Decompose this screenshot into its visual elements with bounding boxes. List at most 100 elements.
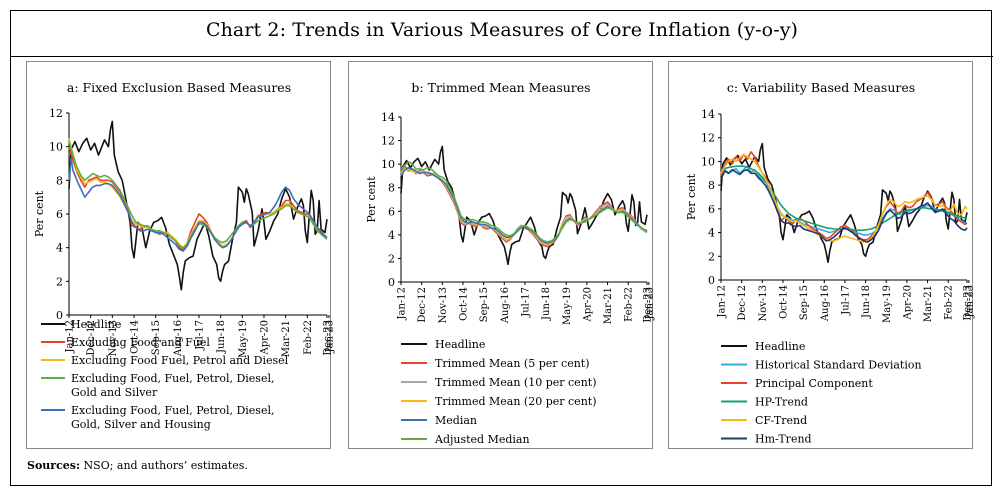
series-line-5 <box>68 157 328 252</box>
panel-b: b: Trimmed Mean Measures Per cent 0 2 4 6 8 10 1… <box>348 61 655 449</box>
y-tick-label: 0 <box>56 309 63 322</box>
x-tick-label: Apr-20 <box>582 287 593 323</box>
y-tick-label: 4 <box>708 227 715 240</box>
legend-label-1: Headline <box>435 338 485 351</box>
series-line-1 <box>720 142 968 263</box>
series-line-2 <box>68 146 328 251</box>
x-tick-label: Feb-22 <box>624 287 635 322</box>
x-tick-label: Jun-18 <box>216 320 227 354</box>
x-tick-label: Mar-21 <box>923 285 934 322</box>
x-tick-label: Jun-18 <box>541 287 552 321</box>
x-tick-label: Apr-20 <box>259 320 270 356</box>
y-tick-label: 0 <box>388 276 395 289</box>
series-line-1 <box>400 145 648 266</box>
legend-label-3: Trimmed Mean (10 per cent) <box>435 376 597 389</box>
x-tick-label: May-19 <box>562 287 573 325</box>
legend-label-6: Hm-Trend <box>755 433 812 446</box>
y-tick-label: 8 <box>708 179 715 192</box>
title-divider <box>11 56 993 57</box>
x-tick-label: Jul-17 <box>840 285 851 316</box>
x-tick-label: Sep-15 <box>479 287 490 322</box>
chart-b-svg: b: Trimmed Mean Measures Per cent 0 2 4 6 8 10 1… <box>365 80 655 446</box>
legend-label-1: Headline <box>71 318 121 331</box>
series-line-4 <box>720 165 968 231</box>
legend-label-2: Trimmed Mean (5 per cent) <box>435 357 590 370</box>
sources-note: Sources: NSO; and authors’ estimates. <box>27 459 248 472</box>
x-tick-label: Jan-23 <box>644 287 655 321</box>
page-title: Chart 2: Trends in Various Measures of C… <box>205 19 799 41</box>
x-tick-label: Jul-17 <box>194 320 205 351</box>
chart-a-svg: a: Fixed Exclusion Based Measures Per cen… <box>33 80 335 431</box>
y-tick-label: 14 <box>381 111 395 124</box>
chart-title: a: Fixed Exclusion Based Measures <box>67 80 291 95</box>
legend-label-4: Trimmed Mean (20 per cent) <box>435 395 597 408</box>
x-tick-label: Jan-12 <box>717 285 728 319</box>
y-tick-label: 2 <box>388 252 395 265</box>
panel-c: c: Variability Based Measures Per cent 0 2 4… <box>668 61 975 449</box>
y-tick-label: 6 <box>388 205 395 218</box>
x-tick-label: Dec-12 <box>86 320 97 356</box>
x-tick-label: Jun-18 <box>861 285 872 319</box>
legend-label-1: Headline <box>755 340 805 353</box>
y-tick-label: 0 <box>708 274 715 287</box>
legend-label-4: Excluding Food, Fuel, Petrol, Diesel, Gol… <box>71 372 274 399</box>
series-line-3 <box>400 166 648 247</box>
x-tick-label: Sep-15 <box>799 285 810 320</box>
y-axis-label: Per cent <box>33 190 46 237</box>
legend-label-5: CF-Trend <box>755 414 807 427</box>
series-line-5 <box>720 153 968 243</box>
x-tick-label: Oct-14 <box>129 320 140 354</box>
x-tick-label: Sep-15 <box>151 320 162 355</box>
chart-title: b: Trimmed Mean Measures <box>411 80 590 95</box>
y-tick-label: 12 <box>381 135 395 148</box>
x-tick-label: Aug-16 <box>500 287 511 324</box>
chart-c-svg: c: Variability Based Measures Per cent 0 2 4… <box>685 80 975 446</box>
series-line-3 <box>68 138 328 249</box>
x-tick-label: May-19 <box>238 320 249 358</box>
y-tick-label: 12 <box>701 132 715 145</box>
x-tick-label: Nov-13 <box>758 285 769 322</box>
series-line-6 <box>720 168 968 243</box>
x-tick-label: Dec-23 <box>323 320 334 356</box>
x-tick-label: Nov-13 <box>438 287 449 324</box>
y-tick-label: 10 <box>381 158 395 171</box>
x-tick-label: Oct-14 <box>778 285 789 319</box>
figure-frame: Chart 2: Trends in Various Measures of C… <box>10 10 993 486</box>
y-axis-label: Per cent <box>365 176 378 223</box>
legend-label-6: Adjusted Median <box>434 433 530 446</box>
chart-title: c: Variability Based Measures <box>727 80 915 95</box>
x-tick-label: Feb-22 <box>303 320 314 355</box>
x-tick-label: Mar-21 <box>281 320 292 357</box>
y-tick-label: 2 <box>708 250 715 263</box>
x-tick-label: Aug-16 <box>173 320 184 357</box>
x-tick-label: Apr-20 <box>902 285 913 321</box>
x-tick-label: Jan-12 <box>397 287 408 321</box>
legend-label-5: Median <box>435 414 477 427</box>
x-tick-label: Nov-13 <box>108 320 119 357</box>
x-tick-label: Feb-22 <box>944 285 955 320</box>
x-tick-label: Aug-16 <box>820 285 831 322</box>
y-tick-label: 12 <box>49 107 63 120</box>
y-tick-label: 6 <box>56 208 63 221</box>
series-line-6 <box>400 161 647 243</box>
legend-label-2: Excluding Food and Fuel <box>71 336 210 349</box>
y-tick-label: 8 <box>388 182 395 195</box>
x-tick-label: Dec-23 <box>963 285 974 321</box>
x-tick-label: Dec-12 <box>737 285 748 321</box>
x-tick-label: May-19 <box>882 285 893 323</box>
x-tick-label: Jul-17 <box>520 287 531 318</box>
y-tick-label: 8 <box>56 174 63 187</box>
y-tick-label: 4 <box>56 242 63 255</box>
y-tick-label: 2 <box>56 275 63 288</box>
x-tick-label: Dec-12 <box>417 287 428 323</box>
y-tick-label: 10 <box>49 141 63 154</box>
legend-label-5: Excluding Food, Fuel, Petrol, Diesel, Gol… <box>71 404 274 431</box>
sources-label: Sources: <box>27 459 81 472</box>
series-line-5 <box>400 166 648 244</box>
y-tick-label: 4 <box>388 229 395 242</box>
x-tick-label: Jan-12 <box>65 320 76 354</box>
legend-label-4: HP-Trend <box>755 396 808 409</box>
legend-label-3: Principal Component <box>755 377 873 390</box>
panel-a: a: Fixed Exclusion Based Measures Per cen… <box>26 61 335 449</box>
x-tick-label: Jan-23 <box>964 285 975 319</box>
